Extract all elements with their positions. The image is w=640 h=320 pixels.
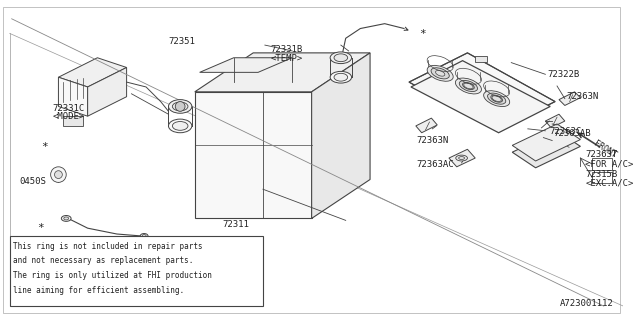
Polygon shape bbox=[512, 124, 580, 161]
Polygon shape bbox=[512, 131, 580, 168]
Text: <EXC.A/C>: <EXC.A/C> bbox=[585, 179, 634, 188]
Ellipse shape bbox=[142, 235, 146, 237]
Ellipse shape bbox=[168, 119, 192, 133]
Text: 72363N: 72363N bbox=[417, 136, 449, 145]
Text: and not necessary as replacement parts.: and not necessary as replacement parts. bbox=[13, 256, 193, 265]
Polygon shape bbox=[195, 92, 312, 219]
Polygon shape bbox=[416, 118, 437, 133]
Ellipse shape bbox=[334, 54, 348, 62]
Ellipse shape bbox=[172, 102, 188, 111]
Text: *: * bbox=[41, 142, 47, 152]
Ellipse shape bbox=[484, 91, 509, 107]
Polygon shape bbox=[58, 77, 88, 116]
Text: line aiming for efficient assembling.: line aiming for efficient assembling. bbox=[13, 286, 184, 295]
Polygon shape bbox=[559, 92, 580, 106]
Text: *: * bbox=[419, 28, 426, 38]
Text: 72363AB: 72363AB bbox=[553, 129, 591, 138]
Text: 72351: 72351 bbox=[168, 37, 195, 46]
Ellipse shape bbox=[61, 215, 71, 221]
Polygon shape bbox=[545, 114, 565, 128]
Ellipse shape bbox=[140, 234, 148, 238]
Ellipse shape bbox=[330, 52, 351, 64]
Text: <MODE>: <MODE> bbox=[52, 112, 85, 121]
Text: 72363T: 72363T bbox=[585, 150, 618, 159]
Polygon shape bbox=[312, 53, 370, 219]
Ellipse shape bbox=[330, 71, 351, 83]
Ellipse shape bbox=[463, 83, 474, 90]
Ellipse shape bbox=[436, 70, 445, 76]
Text: <TEMP>: <TEMP> bbox=[271, 54, 303, 63]
Ellipse shape bbox=[464, 83, 473, 89]
Polygon shape bbox=[411, 61, 550, 133]
Ellipse shape bbox=[334, 73, 348, 81]
Ellipse shape bbox=[491, 95, 502, 102]
Bar bbox=[592, 158, 612, 170]
Ellipse shape bbox=[492, 96, 501, 101]
Text: 72363AC: 72363AC bbox=[417, 160, 454, 169]
Circle shape bbox=[51, 167, 66, 182]
Ellipse shape bbox=[459, 156, 465, 159]
Polygon shape bbox=[195, 53, 370, 92]
Text: *: * bbox=[37, 223, 44, 233]
Ellipse shape bbox=[168, 100, 192, 113]
Text: 72322B: 72322B bbox=[547, 70, 580, 79]
Ellipse shape bbox=[488, 93, 506, 104]
Text: 72331B: 72331B bbox=[271, 45, 303, 54]
Circle shape bbox=[54, 171, 62, 179]
Ellipse shape bbox=[427, 65, 453, 81]
Text: This ring is not included in repair parts: This ring is not included in repair part… bbox=[13, 242, 202, 251]
Polygon shape bbox=[200, 58, 292, 72]
Ellipse shape bbox=[456, 78, 481, 94]
Ellipse shape bbox=[431, 68, 449, 79]
Polygon shape bbox=[409, 53, 555, 131]
Circle shape bbox=[175, 101, 185, 111]
Ellipse shape bbox=[460, 80, 477, 92]
Text: 72363N: 72363N bbox=[567, 92, 599, 101]
Text: 0450S: 0450S bbox=[19, 177, 46, 186]
Ellipse shape bbox=[456, 155, 467, 161]
Polygon shape bbox=[449, 149, 476, 167]
Ellipse shape bbox=[64, 217, 68, 220]
Text: 72311: 72311 bbox=[222, 220, 249, 229]
Text: 72331C: 72331C bbox=[52, 103, 85, 113]
Bar bbox=[592, 172, 612, 183]
Text: The ring is only utilized at FHI production: The ring is only utilized at FHI product… bbox=[13, 271, 212, 280]
Ellipse shape bbox=[172, 122, 188, 130]
Polygon shape bbox=[63, 116, 83, 126]
FancyBboxPatch shape bbox=[10, 236, 263, 306]
Polygon shape bbox=[58, 58, 127, 87]
Text: FRONT: FRONT bbox=[592, 139, 618, 159]
Polygon shape bbox=[88, 68, 127, 116]
Bar bbox=[476, 56, 487, 62]
Text: 72315B: 72315B bbox=[585, 170, 618, 179]
Text: <FOR A/C>: <FOR A/C> bbox=[585, 159, 634, 168]
Text: 72363C: 72363C bbox=[549, 127, 582, 136]
Text: A723001112: A723001112 bbox=[560, 299, 614, 308]
